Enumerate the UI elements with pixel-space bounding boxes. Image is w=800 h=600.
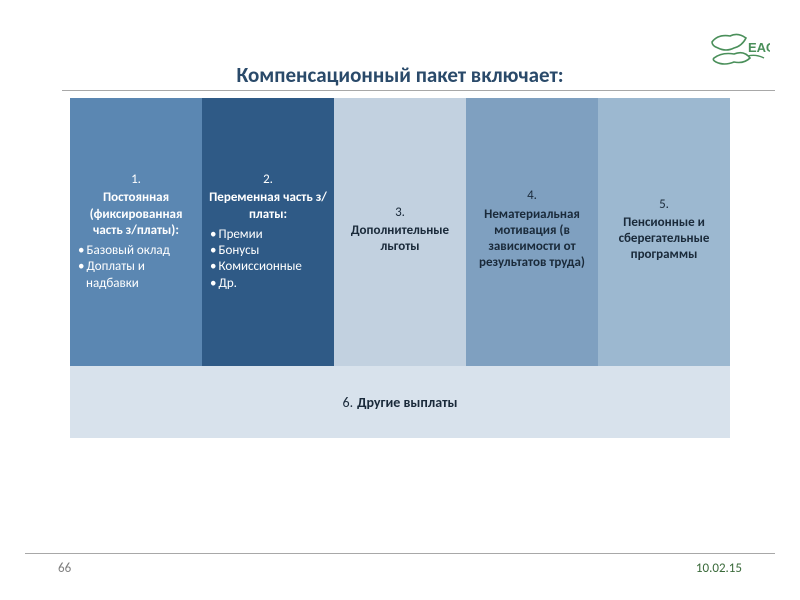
footer-line [25,553,775,554]
column-title: Дополнительные льготы [340,223,460,256]
header: ЕАОИ Компенсационный пакет включает: [0,0,800,92]
column-title: Переменная часть з/платы: [208,190,328,223]
column-title: Постоянная (фиксированная часть з/платы)… [76,190,196,239]
column-item: Доплаты и надбавки [78,259,196,292]
column-item: Базовый оклад [78,243,196,259]
column-1: 1. Постоянная (фиксированная часть з/плат… [70,98,202,366]
column-2: 2. Переменная часть з/платы: ПремииБонусыК… [202,98,334,366]
columns-row: 1. Постоянная (фиксированная часть з/плат… [70,98,730,366]
column-5: 5. Пенсионные и сберегательные программы [598,98,730,366]
column-item: Комиссионные [210,259,328,275]
bottom-row: 6. Другие выплаты [70,366,730,438]
slide-date: 10.02.15 [696,561,742,576]
column-items: ПремииБонусыКомиссионныеДр. [208,227,328,292]
logo-text: ЕАОИ [748,40,770,55]
slide-title: Компенсационный пакет включает: [0,62,800,88]
column-4: 4. Нематериальная мотивация (в зависимост… [466,98,598,366]
bottom-label: Другие выплаты [357,394,457,411]
column-item: Бонусы [210,243,328,259]
compensation-diagram: 1. Постоянная (фиксированная часть з/плат… [70,98,730,438]
bottom-num: 6. [342,394,353,411]
column-item: Др. [210,276,328,292]
column-3: 3. Дополнительные льготы [334,98,466,366]
column-items: Базовый окладДоплаты и надбавки [76,243,196,292]
column-num: 1. [76,172,196,188]
column-num: 2. [208,172,328,188]
column-num: 5. [604,197,724,213]
column-title: Нематериальная мотивация (в зависимости … [472,207,592,272]
page-number: 66 [58,561,71,576]
column-title: Пенсионные и сберегательные программы [604,215,724,264]
column-num: 3. [340,205,460,221]
column-item: Премии [210,227,328,243]
column-num: 4. [472,188,592,204]
title-underline [62,90,775,91]
